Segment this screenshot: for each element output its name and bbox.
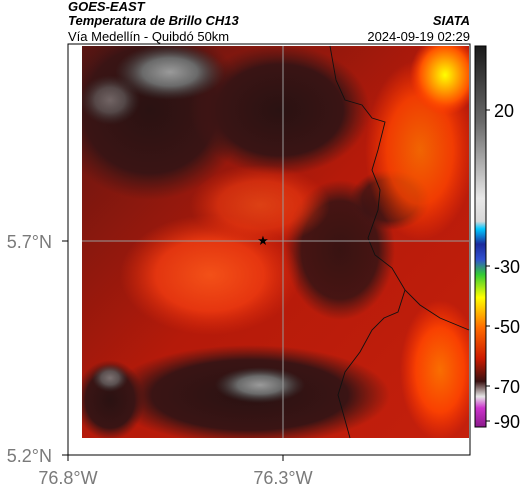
border-line (337, 289, 406, 439)
border-line (329, 45, 470, 331)
satellite-title: GOES-EAST (68, 0, 145, 14)
colorbar-tick-label: -50 (494, 317, 520, 337)
brand-label: SIATA (432, 13, 470, 28)
colorbar (474, 45, 487, 428)
x-tick-label: 76.3°W (253, 468, 312, 488)
colorbar-tick-label: 20 (494, 101, 514, 121)
colorbar-tick-label: -70 (494, 377, 520, 397)
region-subtitle: Vía Medellín - Quibdó 50km (68, 29, 230, 44)
timestamp: 2024-09-19 02:29 (367, 29, 470, 44)
brightness-temperature-field (82, 46, 469, 438)
y-tick-label: 5.2°N (7, 446, 52, 466)
location-marker: ★ (257, 233, 269, 248)
colorbar-ticks (486, 109, 490, 422)
x-tick-label: 76.8°W (38, 468, 97, 488)
product-title: Temperatura de Brillo CH13 (68, 13, 239, 28)
colorbar-tick-label: -90 (494, 412, 520, 432)
y-tick-label: 5.7°N (7, 232, 52, 252)
colorbar-tick-label: -30 (494, 257, 520, 277)
